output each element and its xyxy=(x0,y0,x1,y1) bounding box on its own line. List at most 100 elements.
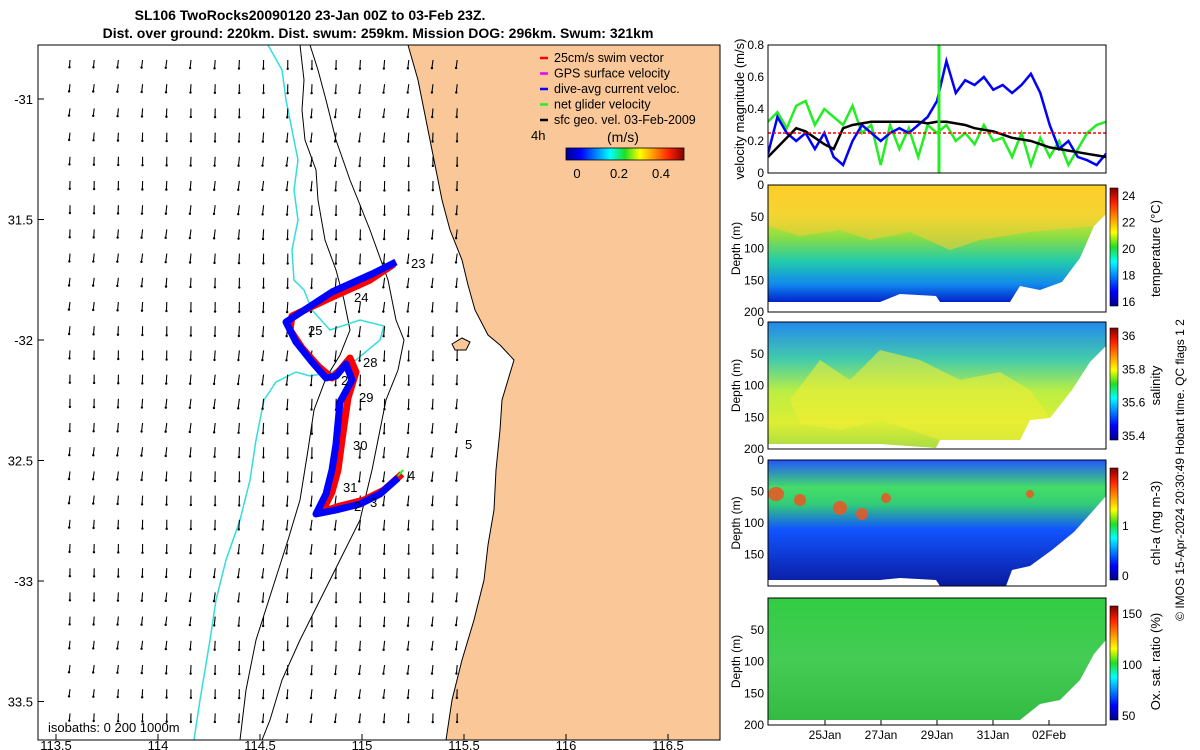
current-vector-head xyxy=(359,600,362,604)
current-vector-head xyxy=(285,383,288,386)
section-y-tick: 50 xyxy=(751,210,765,224)
day-label: 28 xyxy=(363,355,377,370)
current-vector-head xyxy=(165,115,168,118)
current-vector-head xyxy=(213,115,217,119)
current-vector-head xyxy=(333,334,337,338)
current-vector xyxy=(116,277,119,286)
current-vector-head xyxy=(237,600,240,603)
current-vector-head xyxy=(286,648,289,652)
current-vector-head xyxy=(237,188,240,192)
current-vector-head xyxy=(286,480,289,483)
current-vector-head xyxy=(165,503,168,506)
current-vector-head xyxy=(213,164,216,167)
legend-colorbar xyxy=(565,147,685,161)
current-vector-head xyxy=(334,91,337,95)
current-vector xyxy=(358,326,361,337)
current-vector-head xyxy=(407,720,410,724)
current-vector-head xyxy=(310,480,313,483)
current-vector-head xyxy=(117,188,120,191)
current-vector-head xyxy=(358,189,362,192)
current-vector xyxy=(116,59,119,68)
current-vector-head xyxy=(140,236,143,239)
current-vector-head xyxy=(309,504,313,507)
current-vector xyxy=(213,350,216,360)
current-vector xyxy=(93,422,95,432)
current-vector-head xyxy=(383,383,386,387)
current-vector xyxy=(455,205,458,215)
section-y-tick: 100 xyxy=(744,379,764,393)
current-vector-head xyxy=(140,599,144,602)
current-vector xyxy=(286,132,289,142)
current-vector-head xyxy=(285,528,288,531)
current-vector-head xyxy=(212,212,216,216)
current-vector-head xyxy=(310,600,313,604)
current-vector xyxy=(382,495,386,506)
velocity-panel: 0 0.2 0.4 0.6 0.8 velocity magnitude (m/s) xyxy=(732,38,1107,180)
current-vector xyxy=(141,495,144,505)
current-vector-head xyxy=(236,382,240,386)
current-vector-head xyxy=(213,696,217,700)
temperature-warm-layer xyxy=(768,190,1106,250)
current-vector-head xyxy=(213,140,217,143)
current-vector xyxy=(358,471,361,482)
current-vector-head xyxy=(92,502,95,505)
isobath-1000m xyxy=(193,45,385,740)
current-vector-head xyxy=(189,91,192,94)
current-vector-head xyxy=(406,237,410,241)
map-x-tick-label: 114.5 xyxy=(244,738,276,750)
current-vector xyxy=(310,664,313,675)
current-vector xyxy=(237,205,240,215)
current-vector-head xyxy=(68,66,71,69)
current-vector-head xyxy=(334,67,338,71)
current-vector-head xyxy=(261,528,264,531)
current-vector-head xyxy=(212,575,216,579)
current-vector xyxy=(214,156,216,166)
current-vector-head xyxy=(334,189,337,192)
current-vector xyxy=(141,205,144,214)
colorbar-tick: 150 xyxy=(1122,607,1142,621)
current-vector-head xyxy=(262,67,265,70)
current-vector xyxy=(237,543,240,554)
current-vector xyxy=(213,592,216,602)
map-legend: 25cm/s swim vector GPS surface velocitydi… xyxy=(531,51,696,181)
current-vector-head xyxy=(189,140,193,143)
current-vector-head xyxy=(188,623,192,627)
current-vector-head xyxy=(454,261,458,264)
current-vector-head xyxy=(165,334,168,337)
current-vector-head xyxy=(213,286,217,289)
current-vector-head xyxy=(141,720,144,723)
current-vector-head xyxy=(309,334,312,338)
legend-label: sfc geo. vel. 03-Feb-2009 xyxy=(554,113,696,127)
current-vector-head xyxy=(116,647,119,650)
current-vector-head xyxy=(92,114,95,118)
current-vector xyxy=(286,180,289,191)
current-vector xyxy=(165,205,168,214)
current-vector xyxy=(189,253,192,263)
current-vector-head xyxy=(141,551,144,554)
current-vector xyxy=(261,180,265,190)
current-vector xyxy=(431,84,434,93)
current-vector-head xyxy=(358,67,362,70)
current-vector xyxy=(334,495,337,506)
current-vector xyxy=(286,519,289,530)
current-vector xyxy=(141,229,144,238)
current-vector xyxy=(262,713,265,723)
current-vector-head xyxy=(140,309,144,312)
current-vector xyxy=(407,689,410,698)
section-y-tick: 150 xyxy=(744,273,764,287)
current-vector xyxy=(237,229,240,239)
current-vector-head xyxy=(310,456,313,460)
current-vector xyxy=(92,108,95,116)
current-vector xyxy=(334,519,337,530)
current-vector-head xyxy=(382,334,385,338)
current-vector xyxy=(455,592,458,602)
current-vector-head xyxy=(358,432,362,435)
current-vector xyxy=(93,616,95,625)
temperature-panel xyxy=(767,184,1119,313)
current-vector-head xyxy=(68,405,72,409)
current-vector xyxy=(262,326,265,337)
current-vector-head xyxy=(285,720,288,724)
current-vector-head xyxy=(212,382,216,386)
velocity-series-line xyxy=(768,120,1106,159)
current-vector-head xyxy=(237,140,241,143)
